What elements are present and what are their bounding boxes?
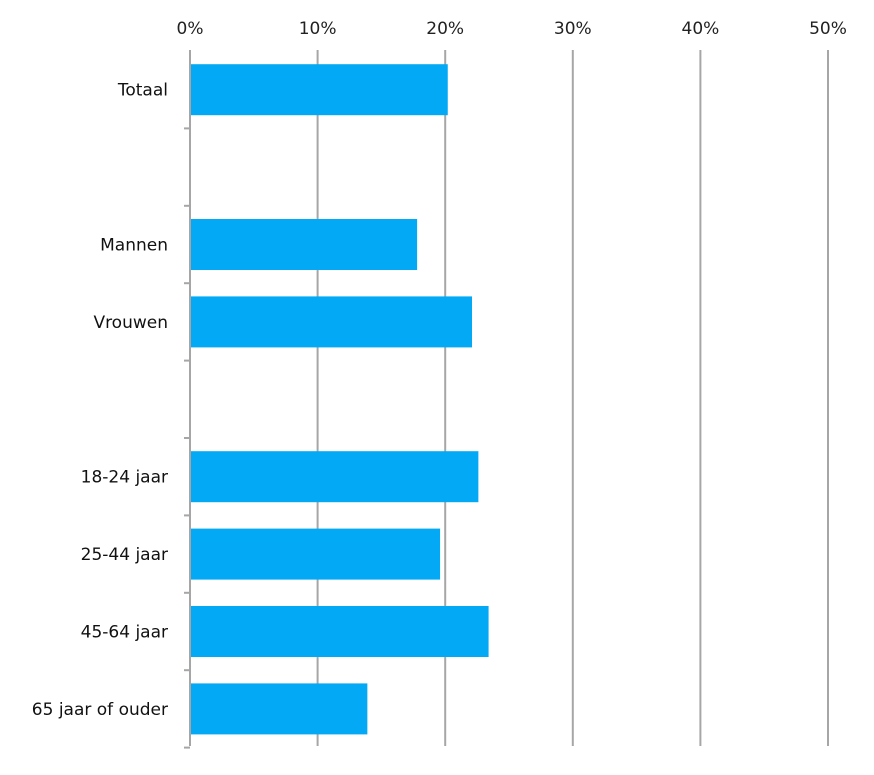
x-tick-label: 10% [299,19,337,39]
bar [190,219,418,270]
category-axis [184,50,191,749]
bars [190,64,489,735]
category-label: Mannen [100,236,168,256]
bar [190,451,479,503]
bar [190,683,368,735]
x-axis-ticks: 0% 10% 20% 30% 40% 50% [177,19,847,39]
category-label: 45-64 jaar [81,623,168,643]
bar [190,64,448,116]
bar [190,528,441,580]
bar [190,296,472,348]
category-label: Totaal [117,81,168,101]
x-tick-label: 0% [177,19,204,39]
category-label: 18-24 jaar [81,468,168,488]
x-tick-label: 50% [809,19,847,39]
category-label: 25-44 jaar [81,545,168,565]
category-labels: Totaal Mannen Vrouwen 18-24 jaar 25-44 jaar 4… [32,81,168,720]
category-label: 65 jaar of ouder [32,700,168,720]
category-label: Vrouwen [93,313,168,333]
x-tick-label: 30% [554,19,592,39]
x-tick-label: 20% [426,19,464,39]
bar [190,606,489,657]
x-tick-label: 40% [682,19,720,39]
